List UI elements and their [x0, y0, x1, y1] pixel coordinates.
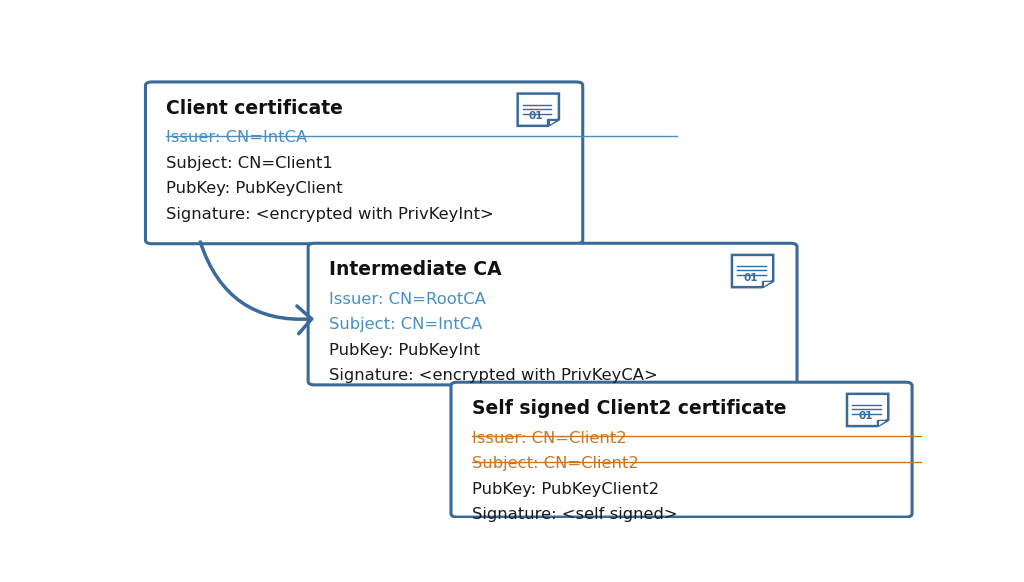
- Text: Issuer: CN=RootCA: Issuer: CN=RootCA: [329, 292, 485, 307]
- Text: 01: 01: [743, 272, 758, 282]
- Text: 01: 01: [858, 411, 872, 421]
- Polygon shape: [877, 420, 888, 426]
- Text: Subject: CN=Client2: Subject: CN=Client2: [472, 456, 639, 471]
- Text: Issuer: CN=IntCA: Issuer: CN=IntCA: [166, 130, 307, 146]
- Polygon shape: [847, 394, 888, 426]
- Text: Intermediate CA: Intermediate CA: [329, 260, 502, 279]
- Text: PubKey: PubKeyInt: PubKey: PubKeyInt: [329, 343, 480, 358]
- Text: Signature: <encrypted with PrivKeyCA>: Signature: <encrypted with PrivKeyCA>: [329, 368, 657, 384]
- Text: Client certificate: Client certificate: [166, 99, 343, 118]
- FancyBboxPatch shape: [308, 243, 797, 385]
- FancyArrowPatch shape: [201, 242, 311, 333]
- Text: Signature: <encrypted with PrivKeyInt>: Signature: <encrypted with PrivKeyInt>: [166, 207, 494, 222]
- Polygon shape: [548, 119, 559, 126]
- Polygon shape: [549, 120, 557, 125]
- Text: PubKey: PubKeyClient2: PubKey: PubKeyClient2: [472, 482, 658, 496]
- FancyBboxPatch shape: [451, 382, 912, 517]
- Text: Self signed Client2 certificate: Self signed Client2 certificate: [472, 399, 786, 418]
- Polygon shape: [732, 255, 773, 287]
- Polygon shape: [762, 281, 773, 287]
- Polygon shape: [879, 420, 887, 425]
- Text: Issuer: CN=Client2: Issuer: CN=Client2: [472, 431, 627, 446]
- Text: Signature: <self signed>: Signature: <self signed>: [472, 508, 677, 522]
- Polygon shape: [518, 94, 559, 126]
- Text: Subject: CN=IntCA: Subject: CN=IntCA: [329, 317, 482, 332]
- FancyBboxPatch shape: [145, 82, 583, 244]
- Text: PubKey: PubKeyClient: PubKey: PubKeyClient: [166, 182, 343, 197]
- Text: 01: 01: [529, 111, 544, 121]
- Text: Subject: CN=Client1: Subject: CN=Client1: [166, 156, 333, 171]
- Polygon shape: [763, 281, 772, 287]
